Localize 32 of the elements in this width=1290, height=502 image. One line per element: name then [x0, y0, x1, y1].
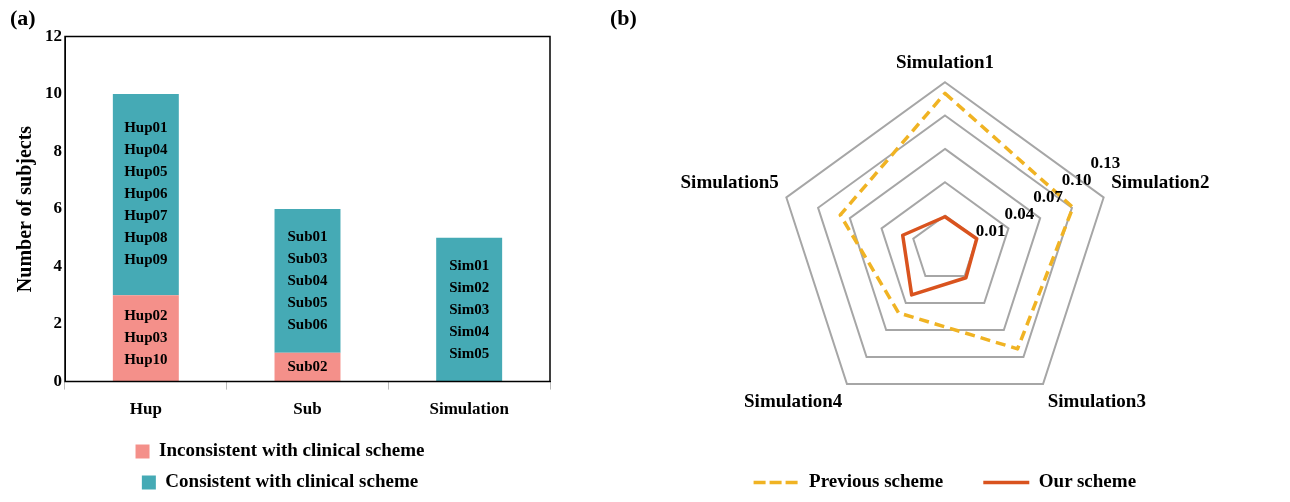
- x-tick-label: Sub: [293, 399, 322, 419]
- x-tick-label: Hup: [129, 399, 162, 419]
- spoke-label: Simulation2: [1111, 171, 1210, 193]
- spoke-label: Simulation5: [680, 171, 779, 193]
- spoke-label: Simulation4: [744, 389, 843, 411]
- y-tick-label: 2: [53, 313, 62, 333]
- y-tick-label: 0.13: [1090, 153, 1121, 173]
- data-label: Sub02: [287, 358, 328, 375]
- y-axis-title: Number of subjects: [13, 125, 37, 293]
- legend-label: Inconsistent with clinical scheme: [159, 439, 425, 461]
- y-tick-label: 0.07: [1033, 187, 1064, 207]
- legend-label: Consistent with clinical scheme: [165, 470, 419, 492]
- y-tick-label: 0.04: [1004, 204, 1035, 224]
- legend-label: Our scheme: [1038, 470, 1137, 492]
- y-tick-label: 10: [45, 83, 62, 103]
- chart-title: (a): [10, 4, 36, 30]
- chart-title: (b): [610, 4, 637, 30]
- y-tick-label: 8: [53, 140, 62, 160]
- x-tick-label: Simulation: [429, 399, 510, 419]
- legend-label: Previous scheme: [809, 470, 944, 492]
- y-tick-label: 0: [53, 370, 62, 390]
- y-tick-label: 0.01: [975, 221, 1006, 241]
- spoke-label: Simulation1: [895, 50, 995, 72]
- y-tick-label: 12: [45, 25, 62, 45]
- spoke-label: Simulation3: [1047, 389, 1146, 411]
- y-tick-label: 0.10: [1061, 170, 1092, 190]
- y-tick-label: 6: [53, 198, 62, 218]
- data-label: Sub01 Sub03 Sub04 Sub05 Sub06: [287, 227, 329, 332]
- y-tick-label: 4: [53, 255, 63, 275]
- data-label: Sim01 Sim02 Sim03 Sim04 Sim05: [449, 256, 490, 361]
- data-label: Hup01 Hup04 Hup05 Hup06 Hup07 Hup08 Hup09: [124, 119, 169, 268]
- data-label: Hup02 Hup03 Hup10: [124, 307, 168, 368]
